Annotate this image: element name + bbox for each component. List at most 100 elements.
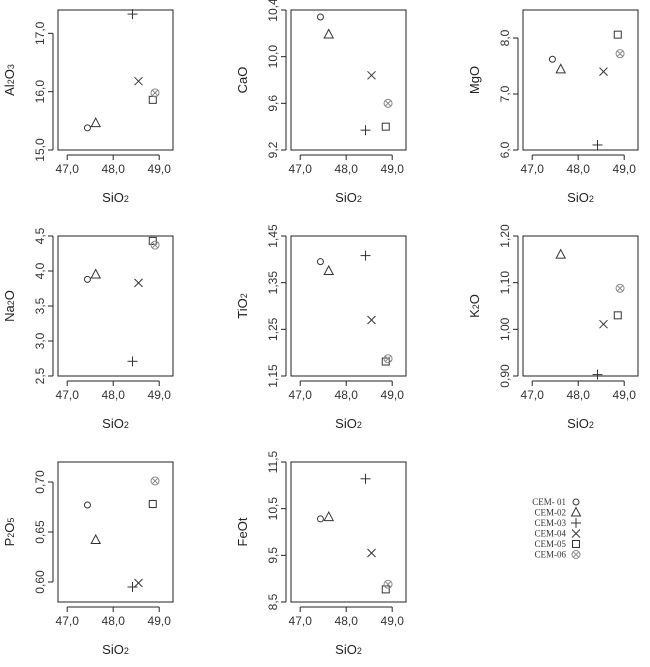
x-axis: 47,0 48,0 49,0 xyxy=(521,154,636,176)
data-point-cem-05 xyxy=(148,95,157,104)
data-point-cem-02 xyxy=(90,268,102,279)
data-points xyxy=(83,236,160,367)
x-tick-label: 48,0 xyxy=(335,162,359,176)
legend-item: CEM-04 xyxy=(535,529,581,539)
data-point-cem-03 xyxy=(592,139,603,150)
x-axis: 47,0 48,0 49,0 xyxy=(521,380,637,402)
y-tick-label: 1,20 xyxy=(498,224,512,248)
data-point-cem-04 xyxy=(599,67,608,76)
y-tick-label: 1,45 xyxy=(266,224,280,248)
legend-label: CEM-03 xyxy=(535,518,567,528)
plot-frame xyxy=(290,461,407,603)
data-point-cem-01 xyxy=(83,501,91,509)
x-axis: 47,0 48,0 49,0 xyxy=(56,380,171,402)
legend-item: CEM-02 xyxy=(535,506,582,518)
data-point-cem-03 xyxy=(360,250,371,261)
y-axis: 0,90 1,00 1,10 1,20 xyxy=(498,224,519,388)
data-point-cem-01 xyxy=(83,275,91,283)
data-points xyxy=(316,473,393,594)
y-axis-label: MgO xyxy=(467,66,482,94)
legend-item: CEM-05 xyxy=(535,539,580,549)
data-point-cem-05 xyxy=(381,357,390,366)
data-point-cem-06 xyxy=(150,240,160,250)
scatter-panel-mgo: 47,0 48,0 49,0 6,0 7,0 8,0 SiO2 MgO xyxy=(467,9,639,205)
y-axis-label: P2O5 xyxy=(2,518,17,547)
data-point-cem-02 xyxy=(90,533,102,544)
data-point-cem-06 xyxy=(615,283,625,293)
legend-marker-circle-cross-icon xyxy=(571,550,581,559)
data-point-cem-05 xyxy=(381,122,390,131)
plot-frame xyxy=(522,235,639,377)
data-points xyxy=(83,9,160,132)
plot-frame xyxy=(57,9,174,151)
x-axis: 47,0 48,0 49,0 xyxy=(56,154,171,176)
y-tick-label: 7,0 xyxy=(498,85,512,102)
legend-marker-plus-icon xyxy=(571,518,581,528)
data-points xyxy=(316,250,393,366)
data-point-cem-04 xyxy=(599,319,608,329)
y-tick-label: 17,0 xyxy=(33,21,47,45)
y-tick-label: 1,15 xyxy=(266,364,280,388)
legend-item: CEM-06 xyxy=(535,550,581,560)
data-point-cem-02 xyxy=(323,510,335,522)
y-tick-label: 9,6 xyxy=(266,95,280,112)
x-tick-label: 49,0 xyxy=(613,388,637,402)
x-tick-label: 47,0 xyxy=(289,388,313,402)
x-tick-label: 47,0 xyxy=(56,388,80,402)
x-tick-label: 48,0 xyxy=(102,614,126,628)
data-point-cem-03 xyxy=(127,356,138,367)
legend-marker-square-icon xyxy=(572,540,580,548)
x-axis-label: SiO2 xyxy=(102,416,129,431)
x-tick-label: 47,0 xyxy=(521,388,545,402)
x-tick-label: 48,0 xyxy=(335,388,359,402)
data-point-cem-01 xyxy=(83,124,91,132)
legend-item: CEM-03 xyxy=(535,518,581,528)
data-point-cem-06 xyxy=(150,476,160,486)
y-tick-label: 3,5 xyxy=(33,297,47,314)
data-point-cem-01 xyxy=(316,13,324,21)
x-tick-label: 48,0 xyxy=(102,162,126,176)
data-point-cem-01 xyxy=(316,515,324,523)
data-point-cem-06 xyxy=(615,49,625,59)
legend-label: CEM-04 xyxy=(535,529,567,539)
plot-frame xyxy=(522,9,639,151)
data-point-cem-04 xyxy=(134,578,143,588)
y-axis: 15,0 16,0 17,0 xyxy=(33,21,54,162)
x-axis-label: SiO2 xyxy=(567,416,594,431)
data-point-cem-04 xyxy=(134,76,143,86)
y-axis: 1,15 1,25 1,35 1,45 xyxy=(266,224,287,388)
x-tick-label: 47,0 xyxy=(289,162,313,176)
x-axis: 47,0 48,0 49,0 xyxy=(56,606,171,628)
y-tick-label: 1,00 xyxy=(498,317,512,341)
legend-label: CEM-06 xyxy=(535,550,567,560)
y-tick-label: 11,5 xyxy=(266,450,280,473)
x-axis: 47,0 48,0 49,0 xyxy=(289,380,404,402)
data-point-cem-06 xyxy=(383,354,393,364)
y-axis: 9,2 9,6 10,0 10,4 xyxy=(266,0,287,158)
legend-item: CEM- 01 xyxy=(532,497,580,507)
y-tick-label: 0,60 xyxy=(33,570,47,594)
y-axis: 2,5 3,0 3,5 4,0 4,5 xyxy=(33,227,54,384)
data-point-cem-04 xyxy=(367,70,376,80)
y-tick-label: 3,0 xyxy=(33,332,47,349)
y-tick-label: 16,0 xyxy=(33,80,47,104)
scatter-panel-k2o: 47,0 48,0 49,0 0,90 1,00 1,10 1,20 SiO2 K2O xyxy=(467,224,639,431)
data-points xyxy=(316,13,393,136)
plot-frame xyxy=(57,235,174,377)
x-tick-label: 47,0 xyxy=(56,162,80,176)
data-point-cem-05 xyxy=(613,311,622,320)
legend-label: CEM- 01 xyxy=(532,497,566,507)
data-point-cem-01 xyxy=(316,258,324,266)
data-point-cem-03 xyxy=(127,582,138,592)
plot-frame xyxy=(290,9,407,151)
x-tick-label: 47,0 xyxy=(289,614,313,628)
x-tick-label: 48,0 xyxy=(567,162,591,176)
data-point-cem-02 xyxy=(555,63,567,74)
scatter-panel-tio2: 47,0 48,0 49,0 1,15 1,25 1,35 1,45 SiO2 TiO2 xyxy=(235,224,407,431)
y-tick-label: 1,25 xyxy=(266,317,280,341)
y-tick-label: 10,0 xyxy=(266,45,280,69)
legend-marker-cross-icon xyxy=(571,529,581,538)
y-axis: 6,0 7,0 8,0 xyxy=(498,29,519,158)
y-tick-label: 15,0 xyxy=(33,138,47,162)
